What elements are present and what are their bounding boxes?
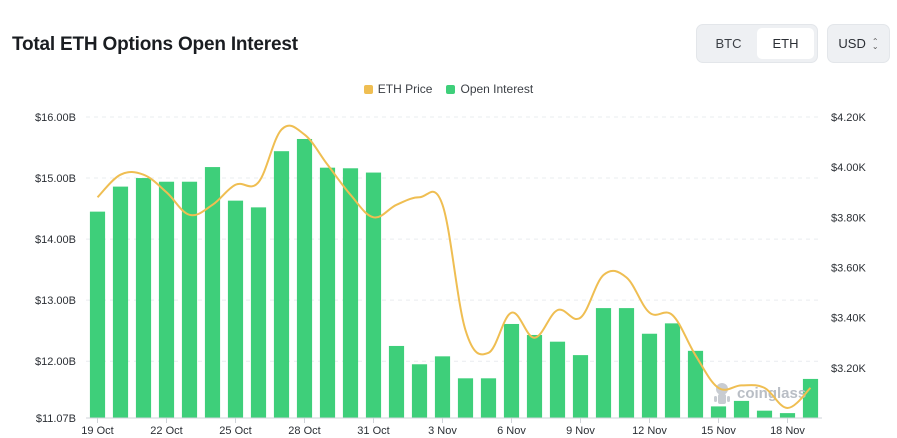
open-interest-bar[interactable]	[802, 378, 819, 418]
left-axis-tick-label: $15.00B	[35, 173, 76, 185]
open-interest-bar[interactable]	[181, 181, 198, 418]
currency-select[interactable]: USD ⌃ ⌄	[827, 24, 890, 63]
open-interest-bar[interactable]	[526, 334, 543, 418]
open-interest-bar[interactable]	[204, 167, 221, 418]
open-interest-bar[interactable]	[296, 138, 313, 418]
left-axis-tick-label: $14.00B	[35, 234, 76, 246]
eth-tab[interactable]: ETH	[757, 28, 814, 59]
x-axis-tick-label: 3 Nov	[428, 425, 457, 437]
open-interest-bar[interactable]	[687, 350, 704, 418]
open-interest-bar[interactable]	[457, 378, 474, 418]
open-interest-bar[interactable]	[549, 341, 566, 418]
left-axis-tick-label: $13.00B	[35, 295, 76, 307]
left-axis-tick-label: $16.00B	[35, 112, 76, 124]
open-interest-bar[interactable]	[595, 308, 612, 418]
open-interest-bar[interactable]	[641, 333, 658, 418]
left-axis-tick-label: $11.07B	[36, 413, 76, 425]
x-axis-tick-label: 28 Oct	[288, 425, 320, 437]
legend-swatch-open-interest	[446, 84, 456, 94]
x-axis-tick-label: 15 Nov	[701, 425, 736, 437]
right-axis-tick-label: $3.80K	[831, 212, 867, 224]
asset-toggle: BTC ETH	[696, 24, 818, 63]
legend-item-eth-price[interactable]: ETH Price	[363, 82, 433, 96]
x-axis-tick-label: 19 Oct	[81, 425, 113, 437]
x-axis-tick-label: 6 Nov	[497, 425, 526, 437]
open-interest-bar[interactable]	[434, 356, 451, 418]
open-interest-bar[interactable]	[733, 400, 750, 418]
open-interest-bar[interactable]	[779, 413, 796, 418]
open-interest-bar[interactable]	[342, 168, 359, 418]
updown-chevron-icon: ⌃ ⌄	[871, 36, 879, 51]
chart-legend: ETH Price Open Interest	[0, 82, 897, 96]
open-interest-bar[interactable]	[319, 167, 336, 418]
currency-value: USD	[838, 36, 866, 51]
open-interest-bar[interactable]	[618, 308, 635, 418]
x-axis-tick-label: 18 Nov	[770, 425, 805, 437]
open-interest-bar[interactable]	[756, 410, 773, 418]
x-axis-tick-label: 22 Oct	[150, 425, 182, 437]
right-axis-tick-label: $3.20K	[831, 363, 867, 375]
legend-label-eth-price: ETH Price	[377, 82, 433, 96]
open-interest-bar[interactable]	[273, 151, 290, 418]
open-interest-bar[interactable]	[388, 345, 405, 418]
open-interest-bar[interactable]	[503, 323, 520, 418]
open-interest-bar[interactable]	[411, 364, 428, 418]
x-axis-tick-label: 25 Oct	[219, 425, 251, 437]
legend-swatch-eth-price	[363, 84, 373, 94]
left-axis-tick-label: $12.00B	[35, 356, 76, 368]
open-interest-bar[interactable]	[158, 181, 175, 418]
open-interest-bar[interactable]	[250, 207, 267, 418]
right-axis-tick-label: $3.60K	[831, 263, 867, 275]
open-interest-bar[interactable]	[135, 178, 152, 418]
open-interest-bar[interactable]	[572, 355, 589, 418]
open-interest-bar[interactable]	[112, 186, 129, 418]
x-axis-tick-label: 9 Nov	[566, 425, 595, 437]
right-axis-tick-label: $4.20K	[831, 112, 867, 124]
legend-label-open-interest: Open Interest	[460, 82, 534, 96]
chart-title: Total ETH Options Open Interest	[12, 34, 298, 55]
open-interest-bar[interactable]	[664, 323, 681, 418]
open-interest-bar[interactable]	[227, 200, 244, 418]
eth-price-line	[96, 124, 812, 409]
open-interest-bar[interactable]	[480, 378, 497, 418]
open-interest-bar[interactable]	[710, 406, 727, 418]
x-axis-tick-label: 31 Oct	[357, 425, 389, 437]
btc-tab[interactable]: BTC	[715, 36, 742, 51]
open-interest-bar[interactable]	[89, 211, 106, 418]
right-axis-tick-label: $3.40K	[831, 313, 867, 325]
legend-item-open-interest[interactable]: Open Interest	[446, 82, 533, 96]
right-axis-tick-label: $4.00K	[831, 162, 867, 174]
x-axis-tick-label: 12 Nov	[632, 425, 667, 437]
open-interest-bar[interactable]	[365, 172, 382, 418]
